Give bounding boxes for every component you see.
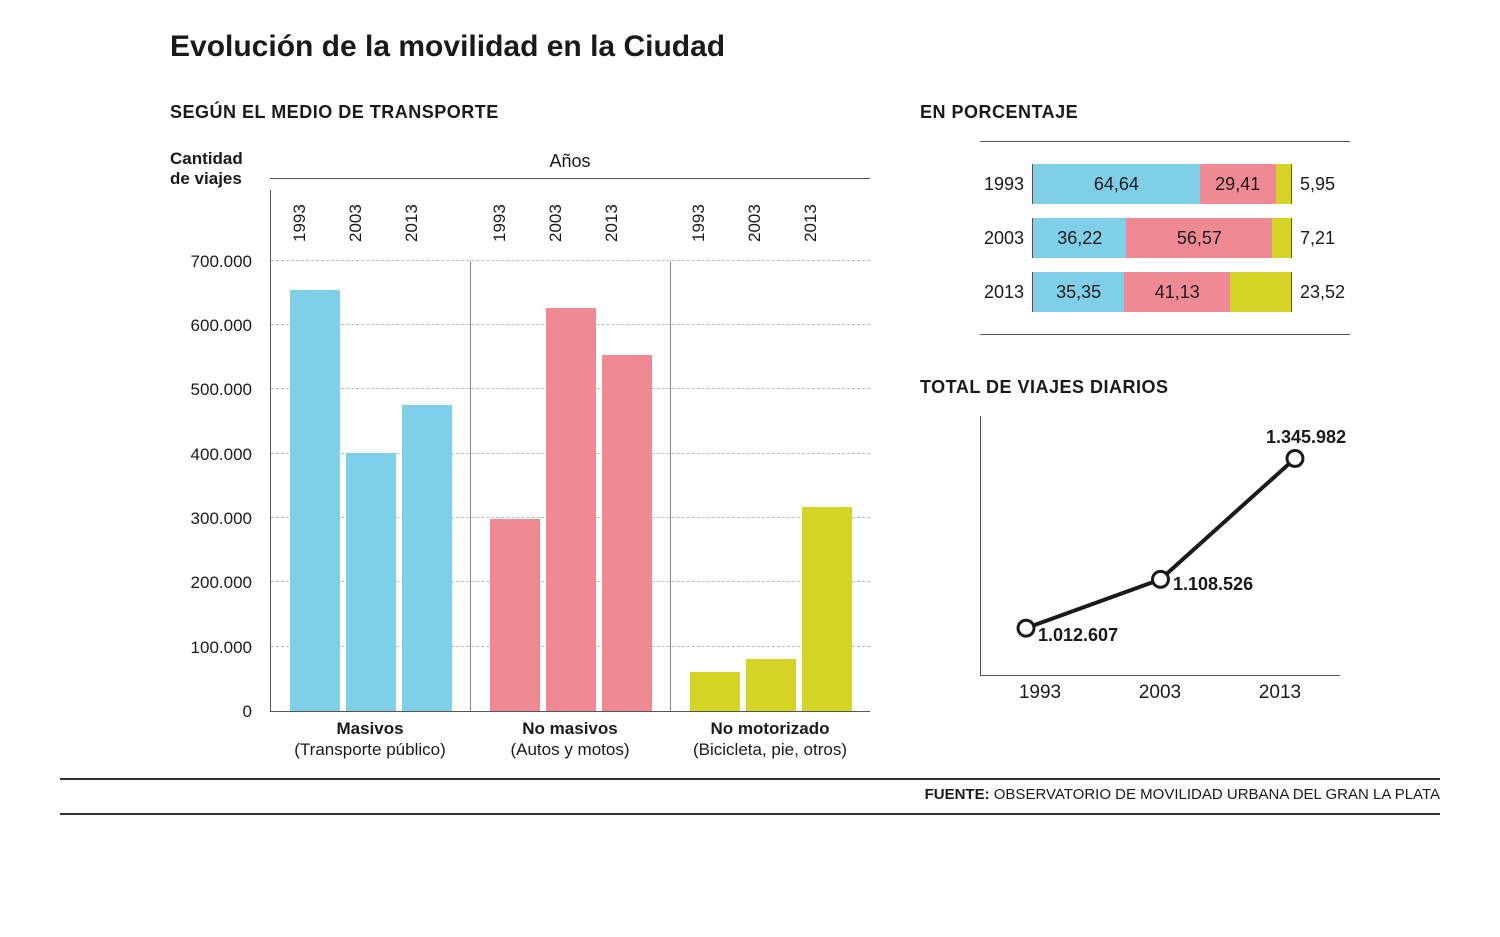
year-label: 2003 <box>346 198 396 248</box>
line-value-label: 1.345.982 <box>1266 427 1346 448</box>
year-label: 1993 <box>290 198 340 248</box>
stacked-segment: 64,64 <box>1033 164 1200 204</box>
stacked-segment <box>1272 218 1291 258</box>
y-tick-label: 200.000 <box>191 573 252 593</box>
year-labels-row: 199320032013199320032013199320032013 <box>271 190 870 262</box>
bar <box>690 672 740 711</box>
page-title: Evolución de la movilidad en la Ciudad <box>170 30 1440 64</box>
line-marker <box>1153 571 1169 587</box>
line-x-label: 2013 <box>1220 682 1340 704</box>
stacked-outside-label: 23,52 <box>1292 282 1350 303</box>
y-tick-label: 700.000 <box>191 252 252 272</box>
plot-area: 199320032013199320032013199320032013 <box>270 190 870 712</box>
line-section: TOTAL DE VIAJES DIARIOS 1.012.607 1.108.5… <box>920 377 1350 704</box>
bar <box>602 355 652 711</box>
stacked-bar: 64,6429,41 <box>1032 164 1292 204</box>
line-marker <box>1287 450 1303 466</box>
footer-label: FUENTE: <box>925 786 990 803</box>
bar <box>402 405 452 711</box>
bar-chart: Cantidad de viajes Años 0 100.000 200.000 3… <box>170 141 870 760</box>
bar-group <box>470 261 670 711</box>
y-axis-label-line1: Cantidad <box>170 149 243 168</box>
y-axis-ticks: 0100.000200.000300.000400.000500.000600.… <box>170 262 260 712</box>
stacked-year-label: 2003 <box>980 228 1032 249</box>
line-svg <box>981 416 1340 675</box>
x-category-label: Masivos(Transporte público) <box>270 718 470 761</box>
year-label: 2003 <box>546 198 596 248</box>
bar-group <box>670 261 870 711</box>
y-tick-label: 0 <box>243 702 252 722</box>
bar-group <box>271 261 470 711</box>
right-column: EN PORCENTAJE 199364,6429,415,95200336,2… <box>920 102 1350 760</box>
stacked-segment: 35,35 <box>1033 272 1124 312</box>
left-column: SEGÚN EL MEDIO DE TRANSPORTE Cantidad de… <box>170 102 870 760</box>
y-tick-label: 400.000 <box>191 445 252 465</box>
line-x-label: 1993 <box>980 682 1100 704</box>
year-label: 2013 <box>602 198 652 248</box>
y-tick-label: 600.000 <box>191 316 252 336</box>
stacked-segment: 56,57 <box>1126 218 1272 258</box>
y-axis-label-line2: de viajes <box>170 169 242 188</box>
content-row: SEGÚN EL MEDIO DE TRANSPORTE Cantidad de… <box>170 102 1440 760</box>
bar <box>546 308 596 711</box>
y-axis-label: Cantidad de viajes <box>170 141 260 190</box>
year-label: 1993 <box>689 198 739 248</box>
line-value-label: 1.108.526 <box>1173 574 1253 595</box>
line-value-label: 1.012.607 <box>1038 625 1118 646</box>
bar <box>746 659 796 710</box>
line-marker <box>1018 620 1034 636</box>
line-x-label: 2003 <box>1100 682 1220 704</box>
bar <box>290 290 340 710</box>
line-x-axis: 199320032013 <box>980 682 1340 704</box>
stacked-segment: 36,22 <box>1033 218 1126 258</box>
x-category-row: Masivos(Transporte público)No masivos(Au… <box>270 718 870 761</box>
year-label: 2013 <box>402 198 452 248</box>
total-section-title: TOTAL DE VIAJES DIARIOS <box>920 377 1350 398</box>
bar <box>802 507 852 711</box>
year-label: 1993 <box>490 198 540 248</box>
footer-text: OBSERVATORIO DE MOVILIDAD URBANA DEL GRA… <box>990 786 1440 803</box>
line-path <box>1026 458 1295 628</box>
stacked-row: 200336,2256,577,21 <box>980 214 1350 262</box>
bar <box>346 453 396 711</box>
stacked-outside-label: 7,21 <box>1292 228 1350 249</box>
stacked-year-label: 2013 <box>980 282 1032 303</box>
stacked-bar: 35,3541,13 <box>1032 272 1292 312</box>
x-category-label: No motorizado(Bicicleta, pie, otros) <box>670 718 870 761</box>
stacked-segment: 29,41 <box>1200 164 1276 204</box>
y-tick-label: 500.000 <box>191 380 252 400</box>
left-section-title: SEGÚN EL MEDIO DE TRANSPORTE <box>170 102 870 123</box>
y-tick-label: 300.000 <box>191 509 252 529</box>
y-tick-label: 100.000 <box>191 638 252 658</box>
stacked-segment <box>1276 164 1291 204</box>
stacked-row: 201335,3541,1323,52 <box>980 268 1350 316</box>
bar-groups <box>271 261 870 711</box>
stacked-outside-label: 5,95 <box>1292 174 1350 195</box>
stacked-chart: 199364,6429,415,95200336,2256,577,212013… <box>980 141 1350 335</box>
stacked-year-label: 1993 <box>980 174 1032 195</box>
anos-label: Años <box>270 151 870 179</box>
percent-section-title: EN PORCENTAJE <box>920 102 1350 123</box>
stacked-bar: 36,2256,57 <box>1032 218 1292 258</box>
footer: FUENTE: OBSERVATORIO DE MOVILIDAD URBANA… <box>60 778 1440 803</box>
stacked-segment: 41,13 <box>1124 272 1230 312</box>
line-chart: 1.012.6071.108.5261.345.982 <box>980 416 1340 676</box>
stacked-segment <box>1230 272 1291 312</box>
footer-rule <box>60 813 1440 815</box>
bar <box>490 519 540 711</box>
x-category-label: No masivos(Autos y motos) <box>470 718 670 761</box>
stacked-row: 199364,6429,415,95 <box>980 160 1350 208</box>
year-label: 2013 <box>801 198 851 248</box>
year-label: 2003 <box>745 198 795 248</box>
